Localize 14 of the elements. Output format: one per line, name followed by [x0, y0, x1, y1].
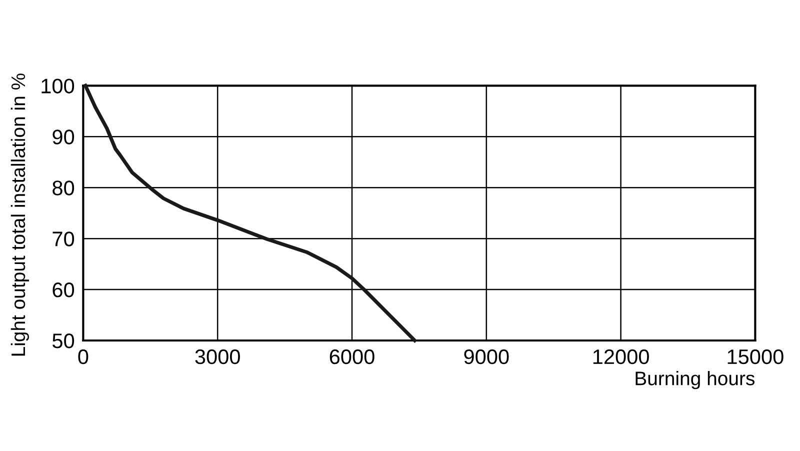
y-tick-label: 90: [52, 130, 74, 144]
y-tick-label: 100: [42, 78, 74, 94]
y-tick-label: 60: [52, 282, 74, 298]
y-axis-title: Light output total installation in %: [10, 74, 29, 356]
x-tick-label: 0: [78, 349, 88, 364]
x-tick-label: 9000: [464, 349, 509, 364]
x-axis-title: Burning hours: [636, 371, 755, 390]
x-tick-label: 3000: [195, 349, 240, 364]
x-tick-label: 12000: [593, 349, 649, 364]
x-tick-label: 15000: [728, 349, 784, 364]
y-tick-label: 50: [52, 334, 74, 348]
y-tick-label: 70: [52, 232, 74, 246]
x-tick-label: 6000: [330, 349, 374, 364]
y-tick-label: 80: [52, 180, 74, 196]
